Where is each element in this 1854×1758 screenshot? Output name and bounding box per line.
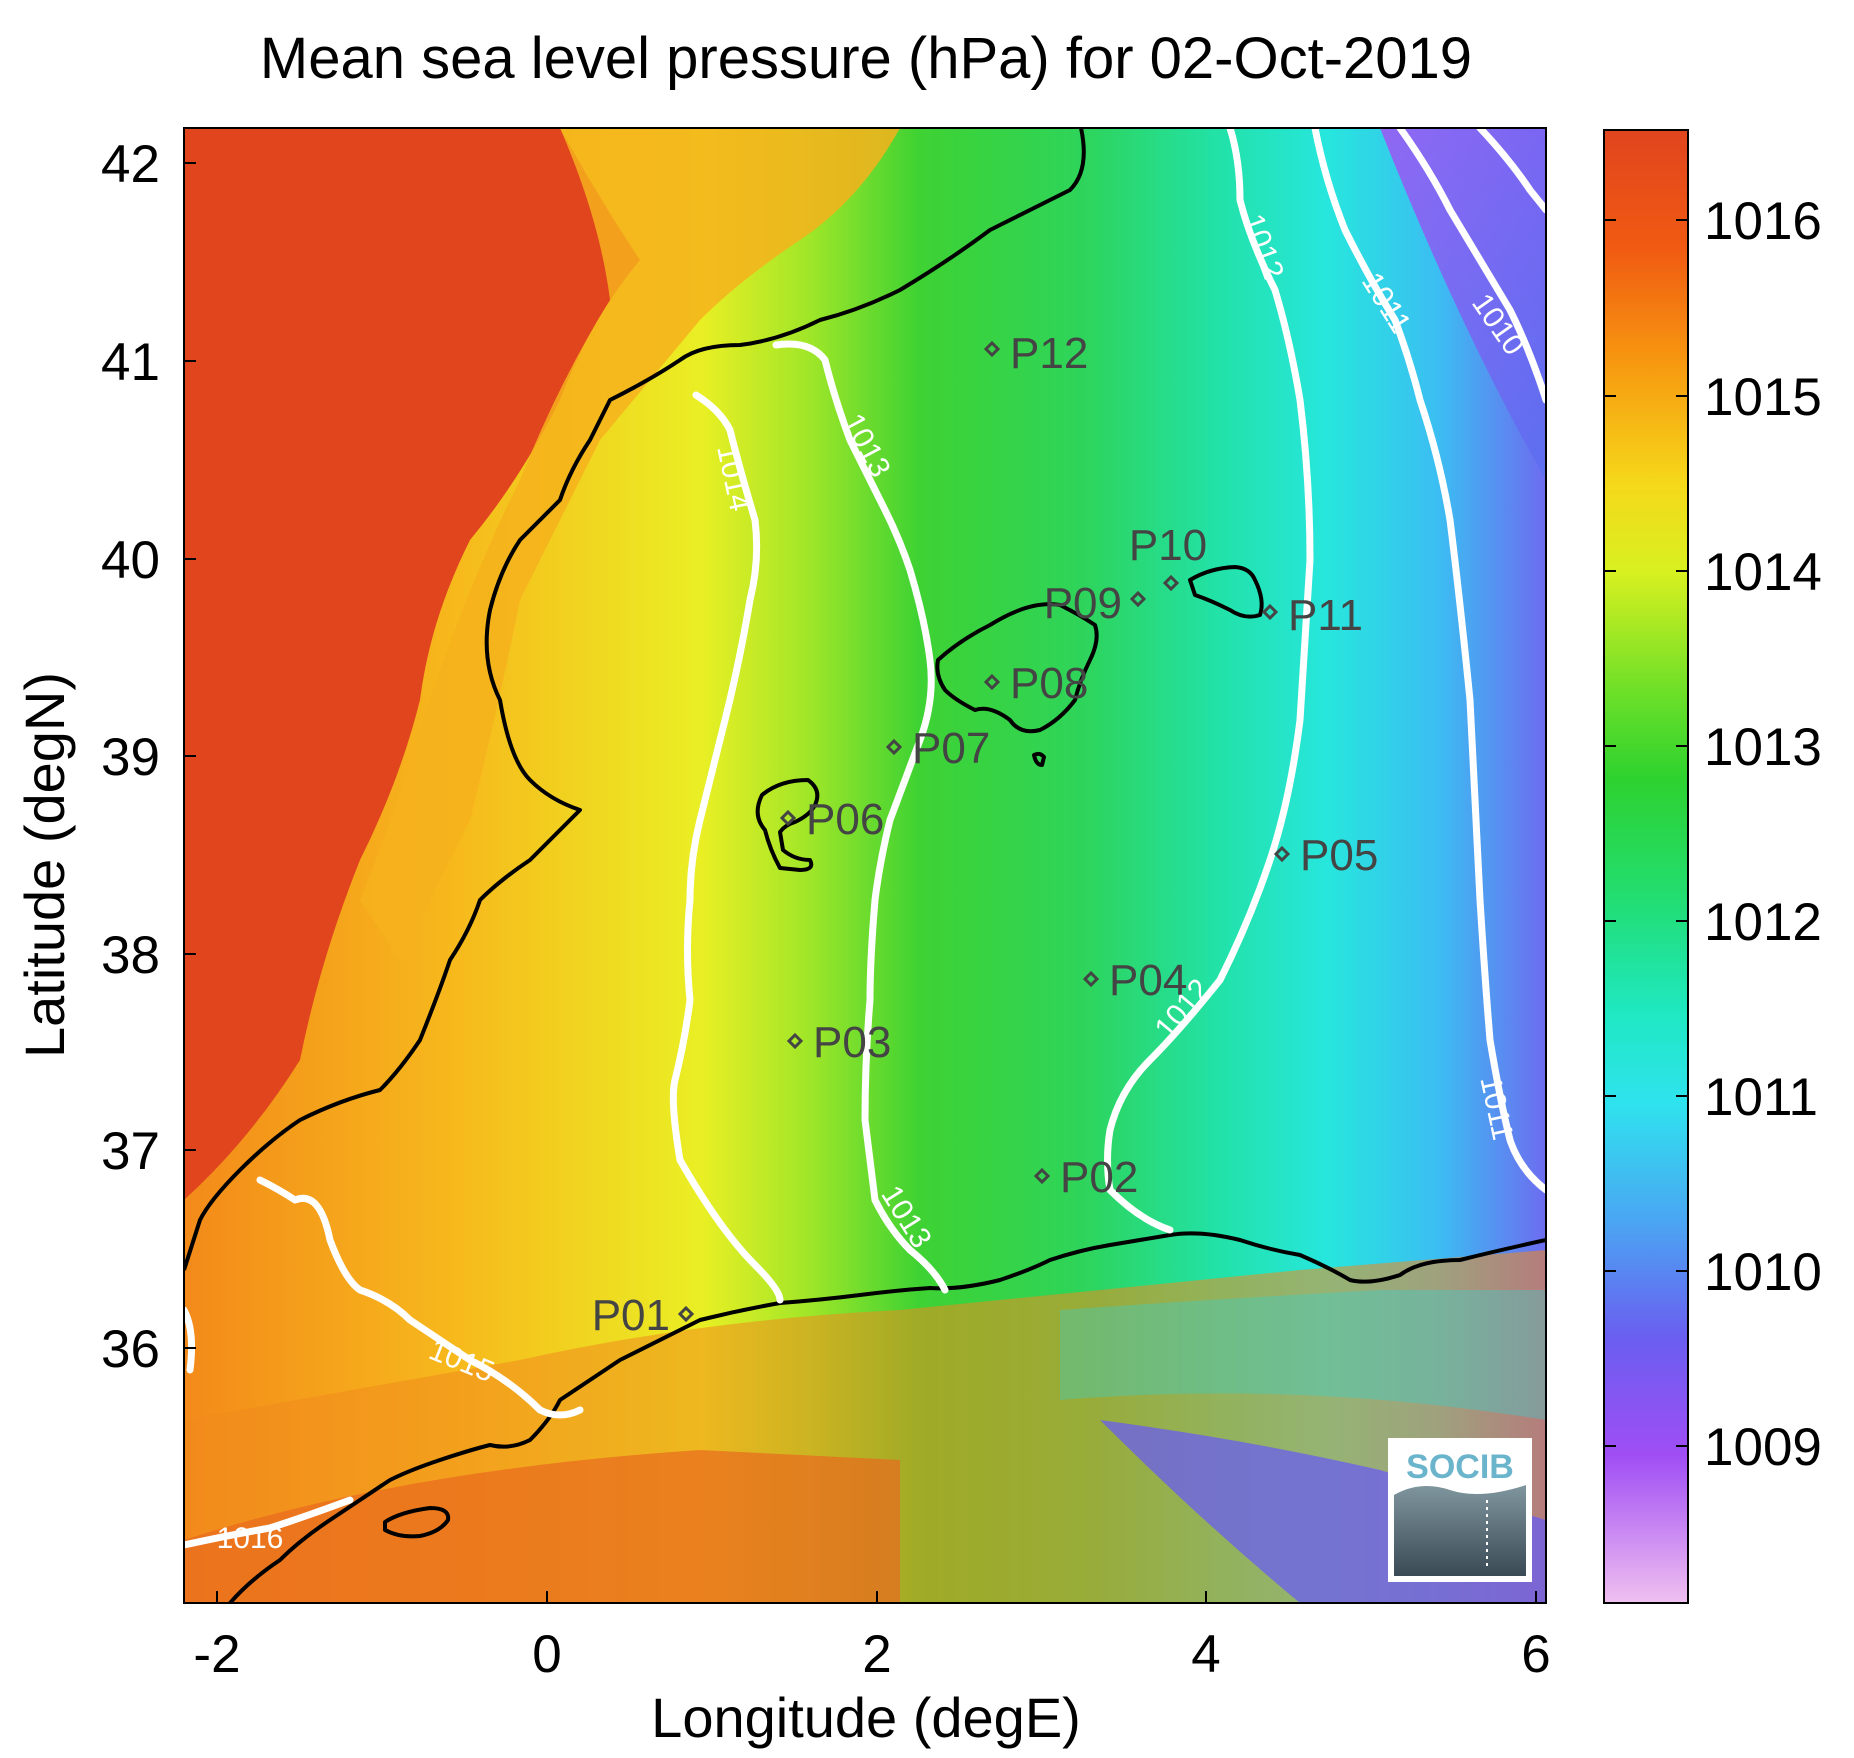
stations: P01 P02 P03 P04 P05 P06 P07 P08 P09 P10 … [592,329,1379,1340]
station-p07: P07 [885,724,990,773]
station-p12: P12 [983,329,1088,378]
svg-text:P02: P02 [1060,1153,1138,1202]
colorbar-tick-label: 1015 [1704,368,1822,427]
svg-text:P09: P09 [1044,579,1122,628]
svg-text:P06: P06 [806,795,884,844]
y-tick-label: 38 [101,926,160,985]
colorbar-tick-label: 1014 [1704,543,1822,602]
colorbar-tick-label: 1009 [1704,1418,1822,1477]
isobar-1011 [1311,128,1546,1194]
station-p11: P11 [1261,591,1363,640]
x-tick-label: 0 [532,1625,561,1684]
y-axis: 42 41 40 39 38 37 36 Latitude (degN) [13,135,196,1379]
plot-frame [183,127,1547,1604]
isobar-1014 [669,391,784,1304]
isobar-1015 [256,1176,584,1419]
station-p01: P01 [592,1291,695,1340]
chart-title: Mean sea level pressure (hPa) for 02-Oct… [260,26,1472,91]
alboran-island [383,1506,451,1539]
station-p06: P06 [779,795,884,844]
station-p03: P03 [786,1018,891,1067]
x-axis: -2 0 2 4 6 Longitude (degE) [193,1591,1551,1749]
svg-text:P11: P11 [1288,591,1363,640]
menorca-island [1188,565,1264,619]
svg-text:P04: P04 [1109,956,1187,1005]
station-p04: P04 [1082,956,1187,1005]
y-tick-label: 42 [101,135,160,194]
x-tick-label: 4 [1191,1625,1220,1684]
y-tick-label: 41 [101,333,160,392]
x-tick-label: 6 [1521,1625,1550,1684]
isobar-contours [184,128,1546,1549]
isobar-1010 [1396,128,1546,404]
y-tick-label: 36 [101,1320,160,1379]
colorbar-tick-label: 1012 [1704,893,1822,952]
coastline [184,128,1546,1603]
ibiza-island [755,778,820,872]
station-p02: P02 [1033,1153,1138,1202]
svg-text:P12: P12 [1010,329,1088,378]
x-axis-label: Longitude (degE) [651,1686,1081,1749]
balearic-islands [383,565,1264,1539]
pressure-field [184,128,1546,1603]
isobar-1016 [184,1496,354,1549]
svg-text:P08: P08 [1010,659,1088,708]
colorbar-tick-label: 1016 [1704,192,1822,251]
isobar-1013 [772,340,949,1294]
svg-text:P05: P05 [1300,831,1378,880]
contour-label-1016: 1016 [217,1522,284,1555]
y-tick-label: 39 [101,728,160,787]
y-tick-label: 40 [101,531,160,590]
colorbar: 1016 1015 1014 1013 1012 1011 1010 1009 [1603,129,1822,1604]
svg-text:P03: P03 [813,1018,891,1067]
station-p08: P08 [983,659,1088,708]
isobar-1010-top [1476,128,1546,214]
x-tick-label: -2 [193,1625,240,1684]
svg-text:P01: P01 [592,1291,670,1340]
station-p10: P10 [1129,521,1207,592]
cabrera-island [1032,751,1046,767]
station-p05: P05 [1273,831,1378,880]
mallorca-island [935,602,1099,734]
isobar-1012 [1104,128,1314,1234]
y-axis-label: Latitude (degN) [13,672,76,1058]
colorbar-tick-label: 1013 [1704,718,1822,777]
svg-text:P10: P10 [1129,521,1207,570]
station-p09: P09 [1044,579,1147,628]
x-tick-label: 2 [862,1625,891,1684]
colorbar-tick-label: 1011 [1704,1068,1818,1127]
svg-text:P07: P07 [912,724,990,773]
colorbar-gradient [1603,129,1689,1604]
isobar-1015-west [184,1306,195,1374]
socib-logo-icon: SOCIB [1388,1438,1532,1582]
logo-text: SOCIB [1406,1448,1514,1486]
colorbar-tick-label: 1010 [1704,1243,1822,1302]
y-tick-label: 37 [101,1122,160,1181]
